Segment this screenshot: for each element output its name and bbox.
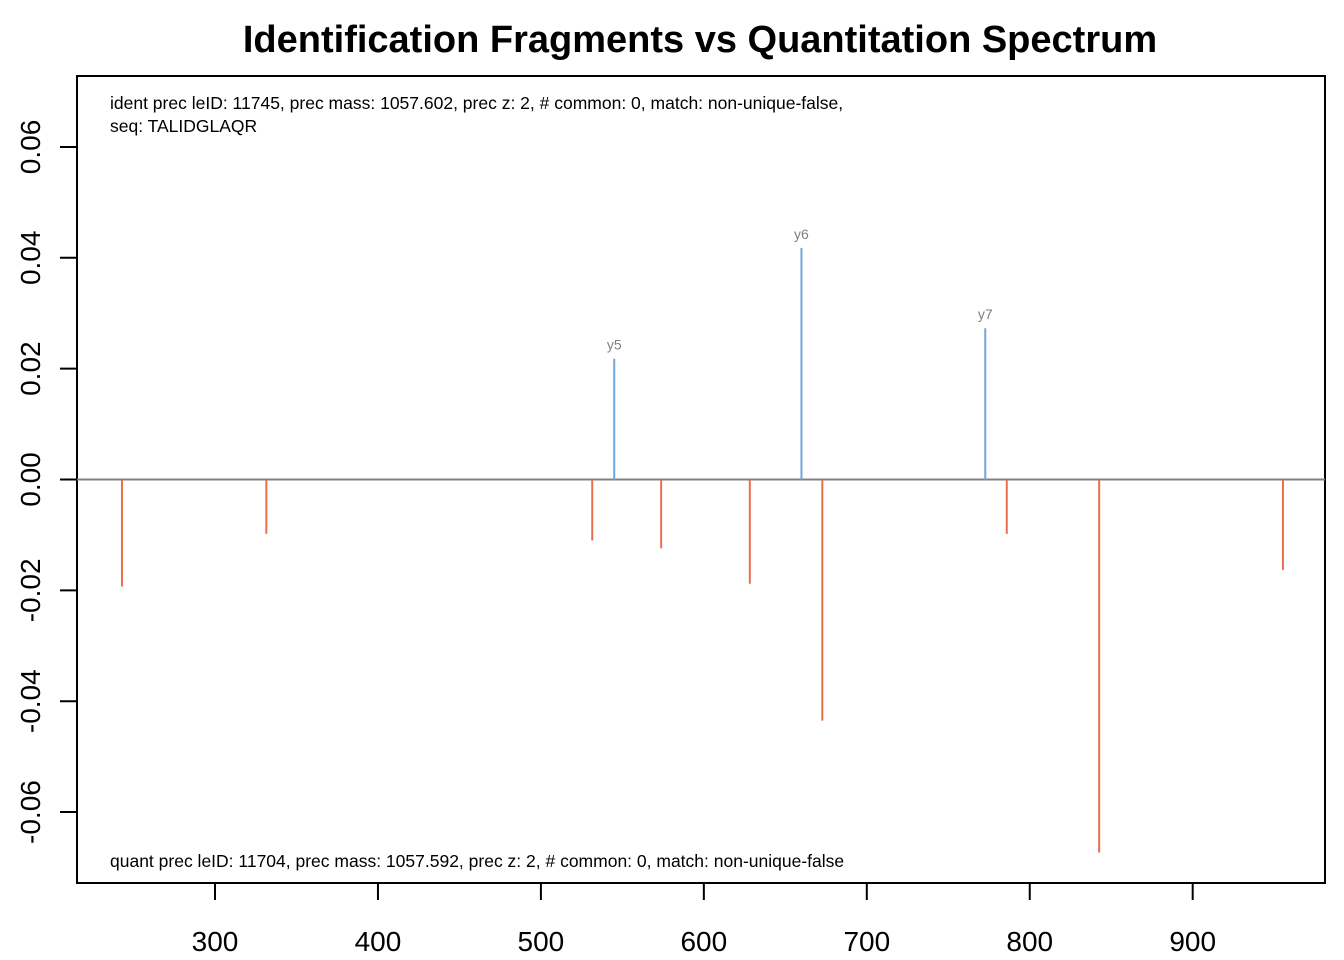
x-tick-label: 800 — [1006, 926, 1053, 957]
chart-title: Identification Fragments vs Quantitation… — [243, 19, 1157, 61]
ident-peak-label: y6 — [794, 226, 809, 242]
x-tick-label: 500 — [518, 926, 565, 957]
x-tick-label: 300 — [192, 926, 239, 957]
peaks-group: y5 y6 y7 — [120, 226, 1284, 853]
y-tick-label: 0.04 — [15, 231, 46, 286]
y-tick-label: 0.02 — [15, 341, 46, 396]
y-tick-label: 0.00 — [15, 452, 46, 507]
x-tick-label: 900 — [1169, 926, 1216, 957]
x-axis: 300 400 500 600 700 800 900 — [192, 882, 1216, 957]
ident-annotation-line1: ident prec leID: 11745, prec mass: 1057.… — [110, 93, 843, 113]
ident-peak-label: y7 — [978, 306, 993, 322]
y-tick-label: 0.06 — [15, 120, 46, 175]
quant-annotation: quant prec leID: 11704, prec mass: 1057.… — [110, 851, 844, 871]
y-axis: -0.06 -0.04 -0.02 0.00 0.02 0.04 0.06 — [15, 120, 78, 844]
y-tick-label: -0.02 — [15, 558, 46, 622]
ident-annotation-line2: seq: TALIDGLAQR — [110, 116, 257, 136]
x-tick-label: 700 — [843, 926, 890, 957]
y-tick-label: -0.06 — [15, 780, 46, 844]
ident-peak-label: y5 — [607, 337, 622, 353]
x-tick-label: 400 — [355, 926, 402, 957]
y-tick-label: -0.04 — [15, 669, 46, 733]
x-tick-label: 600 — [680, 926, 727, 957]
